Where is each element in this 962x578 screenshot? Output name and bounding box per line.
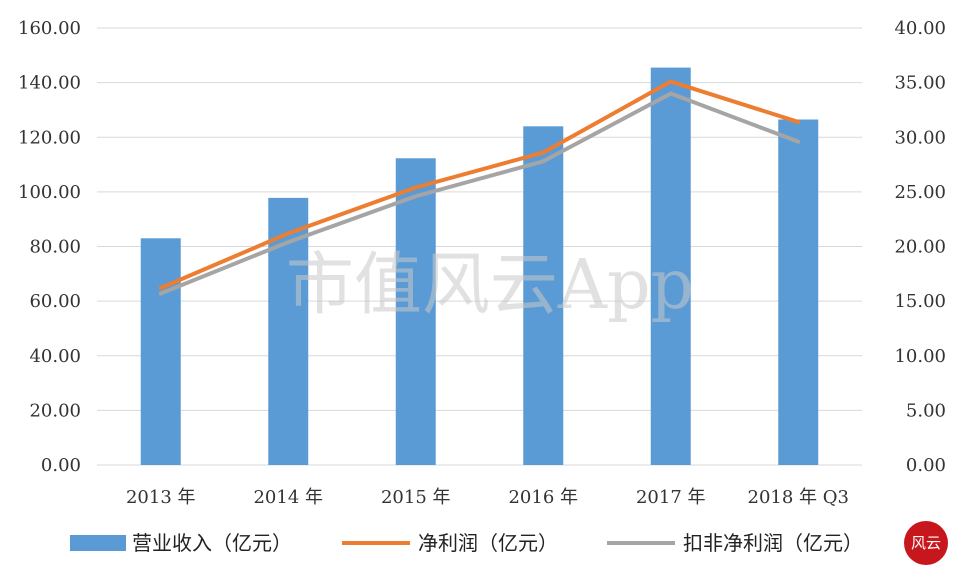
left-tick-label: 20.00 bbox=[29, 400, 81, 421]
right-tick-label: 30.00 bbox=[894, 127, 946, 148]
left-tick-label: 0.00 bbox=[41, 455, 81, 476]
brand-logo-text: 风云 bbox=[911, 534, 941, 552]
x-tick-label: 2013 年 bbox=[126, 487, 196, 508]
bar-series-revenue bbox=[140, 67, 819, 466]
x-tick-label: 2017 年 bbox=[636, 487, 706, 508]
left-tick-label: 80.00 bbox=[29, 237, 81, 258]
right-tick-label: 35.00 bbox=[894, 73, 946, 94]
bar bbox=[140, 238, 181, 465]
left-tick-label: 160.00 bbox=[18, 18, 81, 39]
right-tick-label: 25.00 bbox=[894, 182, 946, 203]
bar bbox=[395, 158, 436, 465]
x-tick-label: 2018 年 Q3 bbox=[748, 487, 849, 508]
series-line bbox=[158, 91, 801, 296]
series-line bbox=[158, 79, 801, 291]
left-tick-label: 100.00 bbox=[18, 182, 81, 203]
line-series-group bbox=[158, 79, 801, 296]
x-tick-label: 2015 年 bbox=[381, 487, 451, 508]
right-tick-label: 5.00 bbox=[906, 400, 946, 421]
right-tick-label: 15.00 bbox=[894, 291, 946, 312]
right-axis-ticks: 0.00 5.00 10.00 15.00 20.00 25.00 30.00 35.00 40… bbox=[894, 18, 946, 476]
left-tick-label: 140.00 bbox=[18, 73, 81, 94]
right-tick-label: 0.00 bbox=[906, 455, 946, 476]
right-tick-label: 40.00 bbox=[894, 18, 946, 39]
brand-logo-badge bbox=[904, 521, 948, 565]
bar bbox=[778, 119, 819, 465]
brand-logo: 风云 bbox=[904, 521, 948, 565]
x-tick-label: 2014 年 bbox=[253, 487, 323, 508]
left-tick-label: 60.00 bbox=[29, 291, 81, 312]
left-axis-ticks: 0.00 20.00 40.00 60.00 80.00 100.00 120.00 140.… bbox=[18, 18, 81, 476]
legend-label: 扣非净利润（亿元） bbox=[683, 531, 863, 555]
right-tick-label: 10.00 bbox=[894, 346, 946, 367]
right-tick-label: 20.00 bbox=[894, 237, 946, 258]
x-axis-ticks: 2013 年 2014 年 2015 年 2016 年 2017 年 2018 年 Q3 bbox=[126, 487, 849, 508]
legend: 营业收入（亿元） 净利润（亿元） 扣非净利润（亿元） bbox=[70, 531, 863, 555]
x-tick-label: 2016 年 bbox=[508, 487, 578, 508]
gridlines bbox=[97, 27, 862, 466]
legend-label: 营业收入（亿元） bbox=[132, 531, 292, 555]
bar bbox=[523, 126, 564, 465]
legend-swatch-bar bbox=[70, 535, 126, 551]
legend-label: 净利润（亿元） bbox=[418, 531, 558, 555]
bar bbox=[650, 67, 691, 466]
left-tick-label: 40.00 bbox=[29, 346, 81, 367]
watermark-text: 市值风云App bbox=[286, 246, 694, 325]
left-tick-label: 120.00 bbox=[18, 127, 81, 148]
